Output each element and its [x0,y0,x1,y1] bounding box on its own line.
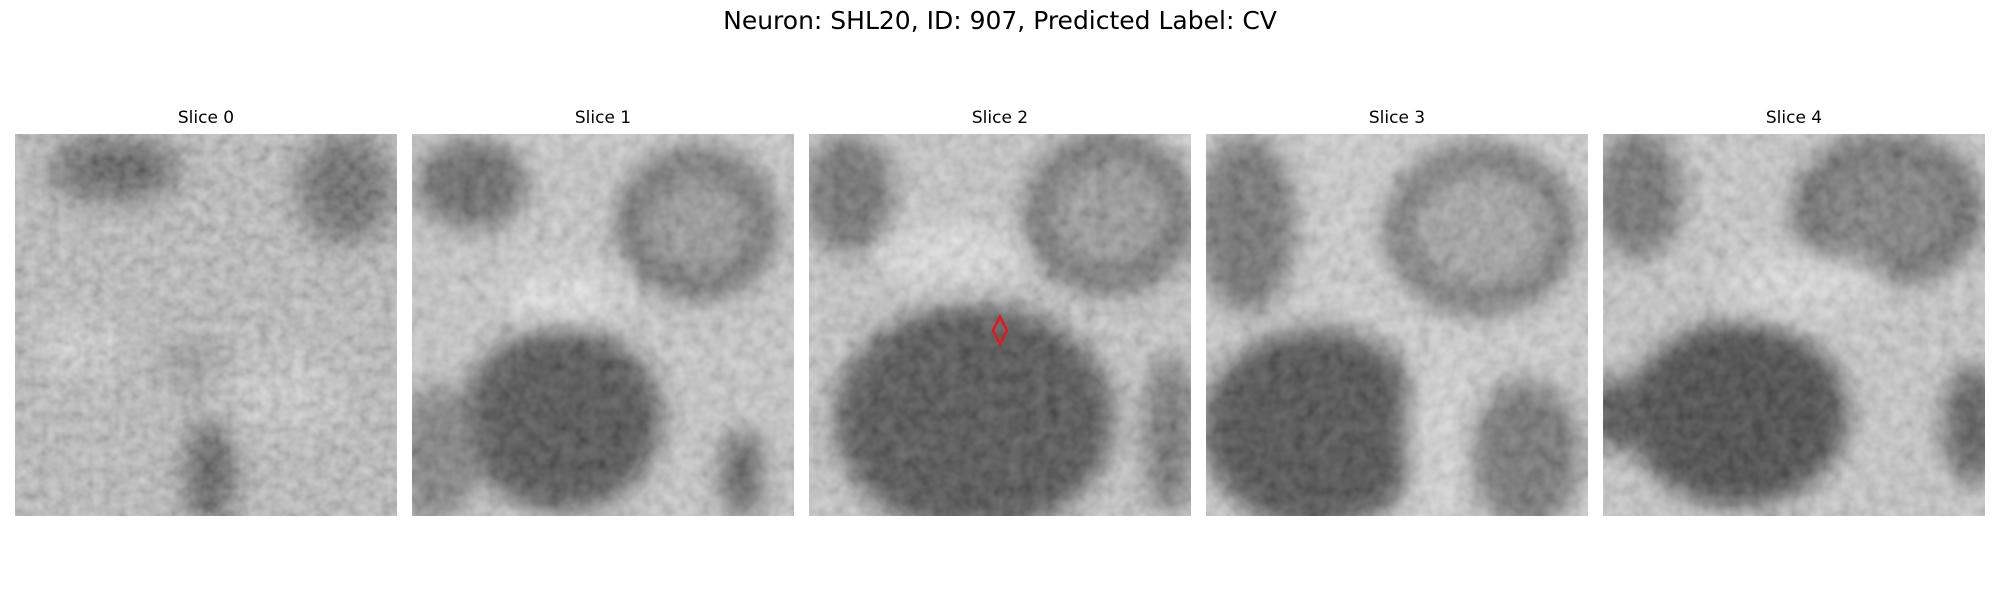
slice-4-title: Slice 4 [1603,108,1985,128]
slice-1-image [412,134,794,516]
slice-0-image [15,134,397,516]
slice-3-title: Slice 3 [1206,108,1588,128]
slice-4-image [1603,134,1985,516]
slice-2-image [809,134,1191,516]
slice-1-title: Slice 1 [412,108,794,128]
figure-title: Neuron: SHL20, ID: 907, Predicted Label:… [0,6,2000,35]
slice-0-title: Slice 0 [15,108,397,128]
slice-2-title: Slice 2 [809,108,1191,128]
slice-3-image [1206,134,1588,516]
